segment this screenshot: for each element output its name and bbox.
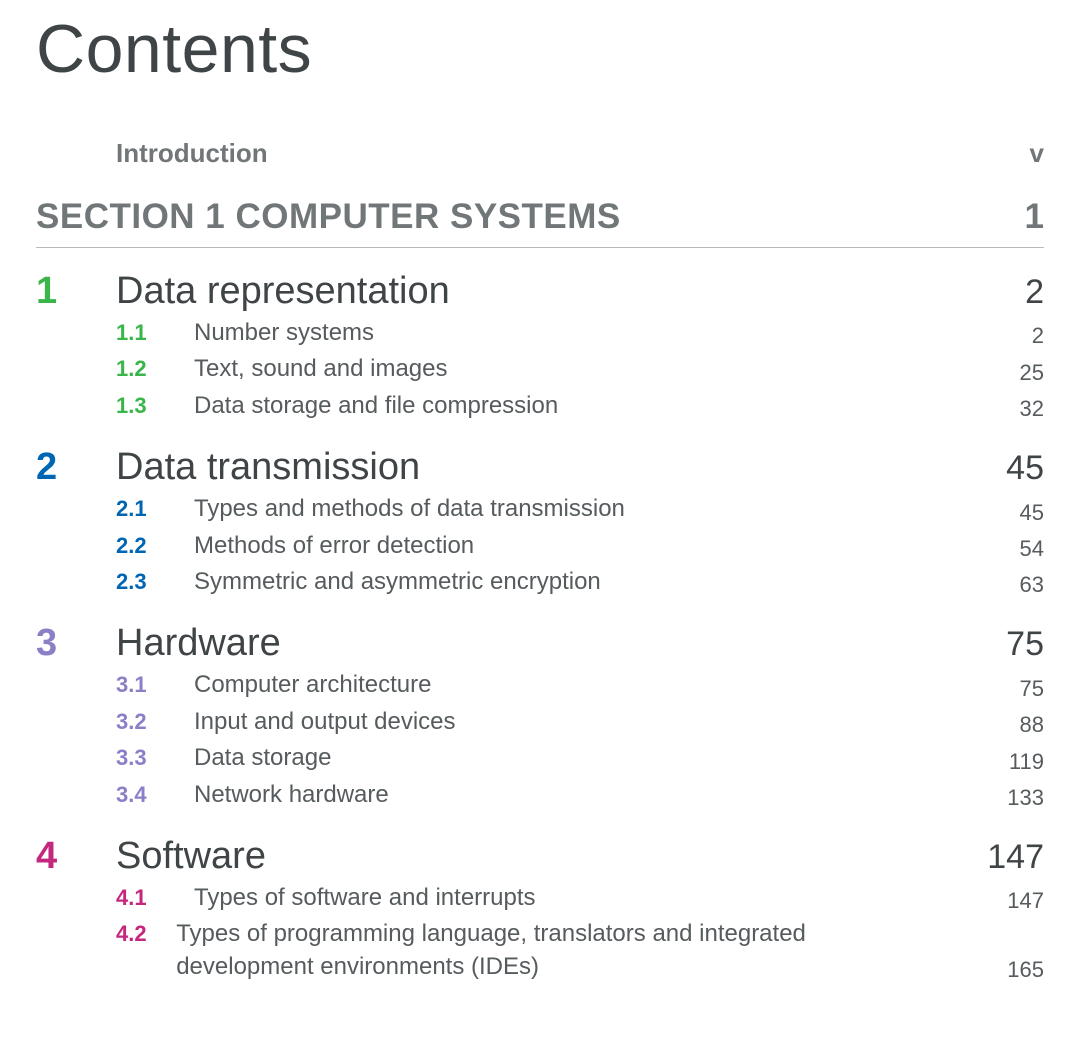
subsection-title: Data storage and file compression — [194, 390, 1020, 422]
page-title: Contents — [36, 10, 1044, 88]
subsection-title: Types of programming language, translato… — [176, 918, 1007, 983]
introduction-label: Introduction — [116, 138, 1030, 169]
contents-page: Contents Introduction v SECTION 1 COMPUT… — [0, 10, 1080, 1047]
chapters-list: 1Data representation21.1Number systems21… — [36, 270, 1044, 985]
subsection-number: 1.1 — [116, 320, 194, 346]
subsection-row: 3.1Computer architecture75 — [116, 667, 1044, 703]
subsection-title: Number systems — [194, 317, 1032, 349]
chapter-number: 3 — [36, 622, 116, 665]
subsection-page: 63 — [1020, 572, 1044, 598]
subsection-row: 4.1Types of software and interrupts147 — [116, 880, 1044, 916]
chapter-row: 3Hardware75 — [36, 622, 1044, 665]
chapter-title: Data transmission — [116, 446, 1006, 489]
subsection-page: 133 — [1007, 785, 1044, 811]
subsection-row: 2.2Methods of error detection54 — [116, 528, 1044, 564]
subsection-number: 1.3 — [116, 393, 194, 419]
chapter-row: 2Data transmission45 — [36, 446, 1044, 489]
subsection-page: 75 — [1020, 676, 1044, 702]
subsection-number: 2.2 — [116, 533, 194, 559]
chapter-page: 147 — [987, 838, 1044, 877]
subsection-number: 2.3 — [116, 569, 194, 595]
introduction-row: Introduction v — [36, 138, 1044, 169]
chapter-number: 2 — [36, 446, 116, 489]
subsection-list: 4.1Types of software and interrupts1474.… — [36, 880, 1044, 985]
chapter-row: 4Software147 — [36, 835, 1044, 878]
subsection-title: Computer architecture — [194, 669, 1020, 701]
subsection-page: 32 — [1020, 396, 1044, 422]
subsection-row: 3.3Data storage119 — [116, 740, 1044, 776]
subsection-title: Data storage — [194, 742, 1009, 774]
section-title: SECTION 1 COMPUTER SYSTEMS — [36, 197, 1025, 237]
subsection-row: 3.2Input and output devices88 — [116, 704, 1044, 740]
subsection-list: 3.1Computer architecture753.2Input and o… — [36, 667, 1044, 813]
subsection-title: Network hardware — [194, 779, 1007, 811]
chapter-title: Data representation — [116, 270, 1025, 313]
subsection-row: 3.4Network hardware133 — [116, 777, 1044, 813]
chapter: 2Data transmission452.1Types and methods… — [36, 446, 1044, 600]
subsection-list: 2.1Types and methods of data transmissio… — [36, 491, 1044, 600]
chapter-row: 1Data representation2 — [36, 270, 1044, 313]
section-page: 1 — [1025, 197, 1044, 237]
subsection-number: 4.2 — [116, 921, 176, 947]
chapter-page: 75 — [1006, 625, 1044, 664]
subsection-number: 4.1 — [116, 885, 194, 911]
subsection-list: 1.1Number systems21.2Text, sound and ima… — [36, 315, 1044, 424]
introduction-page: v — [1030, 138, 1044, 169]
subsection-number: 3.3 — [116, 745, 194, 771]
subsection-title: Types and methods of data transmission — [194, 493, 1020, 525]
subsection-row: 2.3Symmetric and asymmetric encryption63 — [116, 564, 1044, 600]
subsection-title: Symmetric and asymmetric encryption — [194, 566, 1020, 598]
subsection-page: 147 — [1007, 888, 1044, 914]
subsection-title: Input and output devices — [194, 706, 1020, 738]
chapter-number: 4 — [36, 835, 116, 878]
subsection-number: 3.4 — [116, 782, 194, 808]
subsection-number: 3.2 — [116, 709, 194, 735]
subsection-number: 3.1 — [116, 672, 194, 698]
subsection-number: 2.1 — [116, 496, 194, 522]
subsection-title: Text, sound and images — [194, 353, 1020, 385]
section-heading-row: SECTION 1 COMPUTER SYSTEMS 1 — [36, 197, 1044, 248]
subsection-page: 88 — [1020, 712, 1044, 738]
subsection-row: 2.1Types and methods of data transmissio… — [116, 491, 1044, 527]
chapter: 1Data representation21.1Number systems21… — [36, 270, 1044, 424]
subsection-row: 1.3Data storage and file compression32 — [116, 388, 1044, 424]
chapter-number: 1 — [36, 270, 116, 313]
chapter-page: 45 — [1006, 449, 1044, 488]
chapter-page: 2 — [1025, 273, 1044, 312]
subsection-page: 45 — [1020, 500, 1044, 526]
chapter-title: Software — [116, 835, 987, 878]
subsection-number: 1.2 — [116, 356, 194, 382]
chapter: 4Software1474.1Types of software and int… — [36, 835, 1044, 985]
subsection-title: Methods of error detection — [194, 530, 1020, 562]
subsection-title: Types of software and interrupts — [194, 882, 1007, 914]
chapter-title: Hardware — [116, 622, 1006, 665]
subsection-page: 2 — [1032, 323, 1044, 349]
subsection-page: 25 — [1020, 360, 1044, 386]
chapter: 3Hardware753.1Computer architecture753.2… — [36, 622, 1044, 813]
subsection-row: 1.1Number systems2 — [116, 315, 1044, 351]
subsection-page: 165 — [1007, 957, 1044, 983]
subsection-page: 54 — [1020, 536, 1044, 562]
subsection-page: 119 — [1009, 749, 1044, 775]
subsection-row: 4.2Types of programming language, transl… — [116, 916, 1044, 985]
subsection-row: 1.2Text, sound and images25 — [116, 351, 1044, 387]
